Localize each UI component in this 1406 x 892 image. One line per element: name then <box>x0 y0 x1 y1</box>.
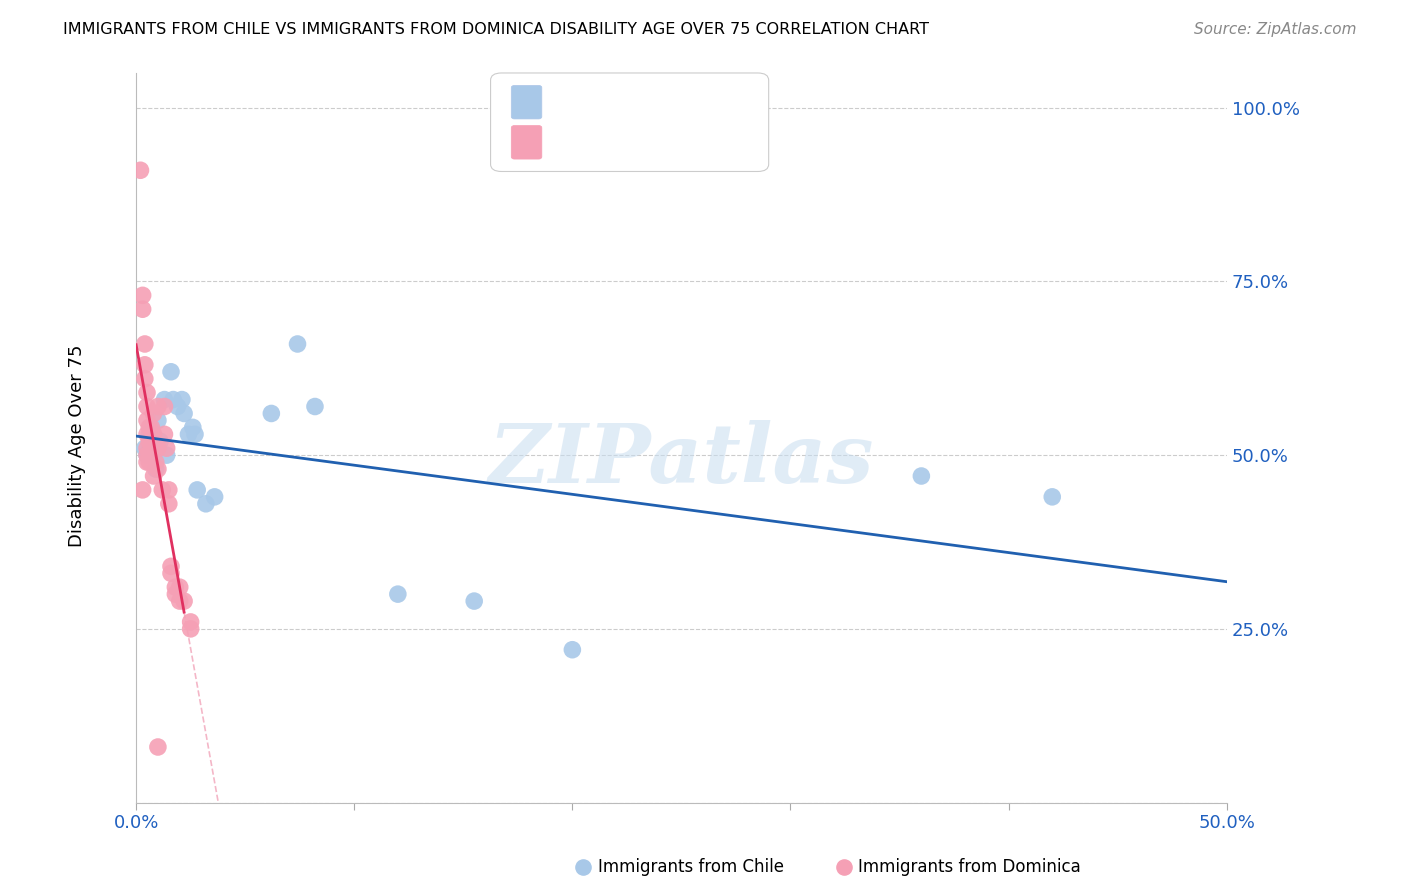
Point <box>177 427 200 442</box>
Point <box>134 372 156 386</box>
Point <box>1031 776 1053 790</box>
Point <box>134 358 156 372</box>
Point <box>136 385 159 400</box>
Point <box>165 587 187 601</box>
Point <box>287 337 309 351</box>
Point <box>142 469 165 483</box>
Text: Immigrants from Chile: Immigrants from Chile <box>598 858 783 876</box>
FancyBboxPatch shape <box>512 86 541 119</box>
Point <box>194 497 217 511</box>
FancyBboxPatch shape <box>512 126 541 159</box>
Point <box>146 400 169 414</box>
Point <box>173 594 195 608</box>
Point <box>204 490 226 504</box>
Point <box>136 400 159 414</box>
Point <box>142 441 165 455</box>
Point <box>387 587 409 601</box>
Point <box>141 455 163 469</box>
Text: ZIPatlas: ZIPatlas <box>489 419 875 500</box>
Point <box>153 392 176 407</box>
Point <box>131 288 153 302</box>
Point <box>142 407 165 421</box>
Point <box>173 407 195 421</box>
Point <box>142 448 165 462</box>
Point <box>165 580 187 594</box>
Point <box>186 483 208 497</box>
Point <box>142 427 165 442</box>
Point <box>157 497 180 511</box>
Point <box>134 337 156 351</box>
Point <box>131 302 153 317</box>
Point <box>180 615 202 629</box>
Point <box>141 441 163 455</box>
Point <box>170 392 193 407</box>
Point <box>181 420 204 434</box>
Point <box>138 448 160 462</box>
Text: Source: ZipAtlas.com: Source: ZipAtlas.com <box>1194 22 1357 37</box>
Point <box>160 566 183 581</box>
Point <box>149 434 172 449</box>
Text: N = 46: N = 46 <box>644 133 714 152</box>
Point <box>141 434 163 449</box>
Point <box>184 427 207 442</box>
Point <box>136 448 159 462</box>
Text: R = -0.331: R = -0.331 <box>551 133 662 152</box>
Point <box>156 448 179 462</box>
Point <box>146 441 169 455</box>
Point <box>131 483 153 497</box>
Point <box>129 163 152 178</box>
FancyBboxPatch shape <box>491 73 769 171</box>
Point <box>136 455 159 469</box>
Point <box>169 580 191 594</box>
Point <box>260 407 283 421</box>
Point <box>166 400 188 414</box>
Point <box>134 441 156 455</box>
Point <box>160 559 183 574</box>
Point <box>138 427 160 442</box>
Point <box>910 469 932 483</box>
Point <box>145 455 167 469</box>
Point <box>157 483 180 497</box>
Point <box>180 622 202 636</box>
Point <box>561 642 583 657</box>
Point <box>463 594 485 608</box>
Point <box>141 420 163 434</box>
Point <box>150 483 173 497</box>
Text: Disability Age Over 75: Disability Age Over 75 <box>69 344 86 548</box>
Point <box>1040 490 1063 504</box>
Text: IMMIGRANTS FROM CHILE VS IMMIGRANTS FROM DOMINICA DISABILITY AGE OVER 75 CORRELA: IMMIGRANTS FROM CHILE VS IMMIGRANTS FROM… <box>63 22 929 37</box>
Point <box>136 441 159 455</box>
Point <box>304 400 326 414</box>
Text: N = 29: N = 29 <box>644 93 716 112</box>
Point <box>153 427 176 442</box>
Point <box>136 413 159 427</box>
Point <box>160 365 183 379</box>
Point <box>156 441 179 455</box>
Text: Immigrants from Dominica: Immigrants from Dominica <box>858 858 1080 876</box>
Point <box>136 448 159 462</box>
Point <box>153 400 176 414</box>
Point <box>169 594 191 608</box>
Point <box>162 392 184 407</box>
Point <box>146 462 169 476</box>
Text: R = -0.102: R = -0.102 <box>551 93 661 112</box>
Point <box>138 455 160 469</box>
Point <box>145 462 167 476</box>
Point <box>146 739 169 754</box>
Point <box>146 413 169 427</box>
Point <box>138 420 160 434</box>
Point <box>136 427 159 442</box>
Point <box>138 434 160 449</box>
